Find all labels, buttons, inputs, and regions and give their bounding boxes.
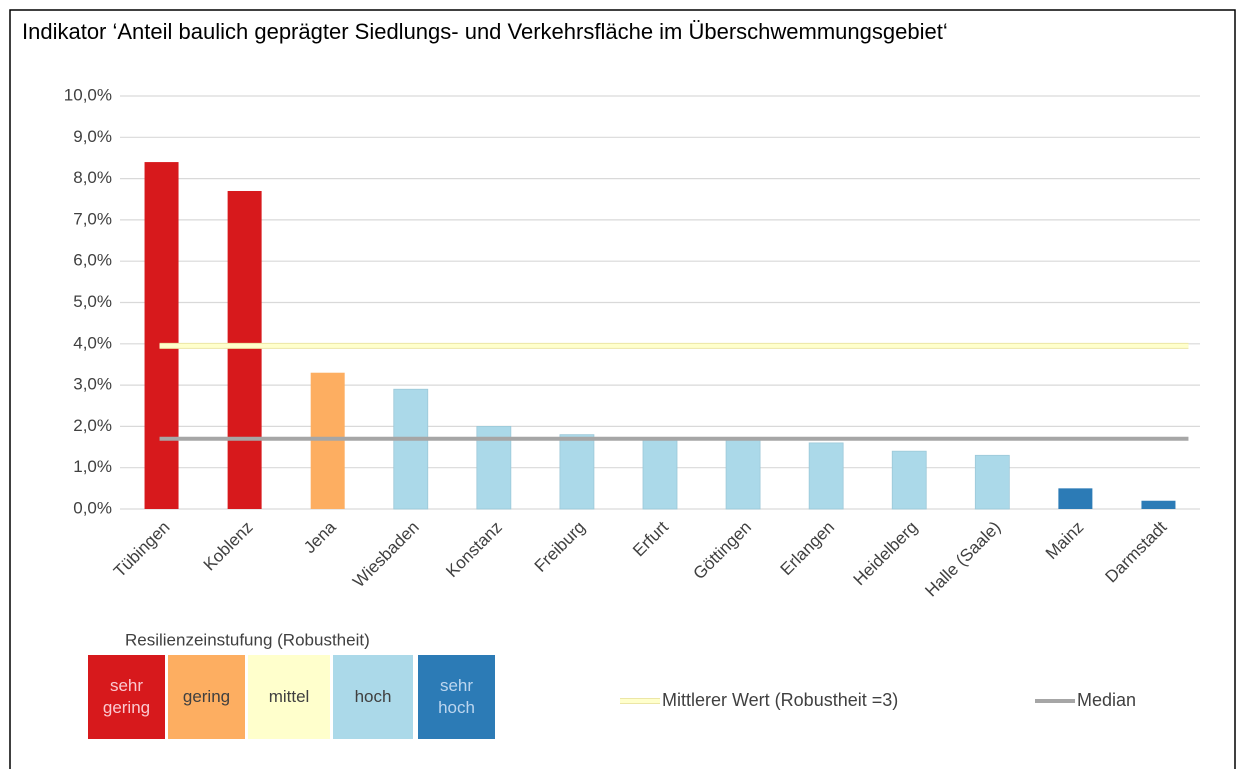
y-tick-label: 4,0% [73, 333, 112, 352]
bar [808, 442, 844, 510]
class-box: mittel [248, 655, 330, 739]
class-box: sehr hoch [418, 655, 495, 739]
bar [1058, 488, 1093, 509]
y-tick-label: 3,0% [73, 375, 112, 394]
y-tick-label: 9,0% [73, 127, 112, 146]
frame [9, 9, 1236, 769]
x-tick-label: Tübingen [110, 518, 174, 582]
bar [891, 450, 927, 510]
class-box: gering [168, 655, 245, 739]
legend-title: Resilienzeinstufung (Robustheit) [125, 630, 370, 649]
y-tick-label: 2,0% [73, 416, 112, 435]
x-tick-label: Darmstadt [1102, 517, 1171, 586]
x-tick-label: Göttingen [690, 518, 756, 584]
x-tick-label: Heidelberg [850, 518, 922, 590]
bar [974, 454, 1010, 510]
y-tick-label: 1,0% [73, 457, 112, 476]
legend-label: Mittlerer Wert (Robustheit =3) [662, 690, 898, 710]
y-tick-label: 10,0% [64, 85, 112, 104]
y-tick-label: 5,0% [73, 292, 112, 311]
bar [642, 438, 678, 510]
x-tick-label: Koblenz [200, 518, 257, 575]
bar [310, 372, 345, 509]
x-tick-label: Mainz [1042, 518, 1088, 564]
bar [227, 190, 262, 510]
x-tick-label: Erfurt [629, 517, 672, 560]
bar [725, 438, 761, 510]
y-tick-label: 0,0% [73, 498, 112, 517]
y-tick-label: 7,0% [73, 209, 112, 228]
class-box: hoch [333, 655, 413, 739]
class-box: sehr gering [88, 655, 165, 739]
x-tick-label: Jena [300, 517, 340, 557]
bar [559, 434, 595, 510]
x-tick-label: Freiburg [531, 518, 589, 576]
bar [1141, 500, 1176, 509]
y-tick-label: 8,0% [73, 168, 112, 187]
x-tick-label: Erlangen [777, 518, 839, 580]
x-tick-label: Konstanz [442, 518, 506, 582]
bar [393, 388, 429, 510]
legend-label: Median [1077, 690, 1136, 710]
chart-title: Indikator ‘Anteil baulich geprägter Sied… [22, 19, 948, 44]
x-tick-label: Wiesbaden [349, 518, 423, 592]
y-tick-label: 6,0% [73, 251, 112, 270]
bar [144, 162, 179, 509]
x-tick-label: Halle (Saale) [921, 518, 1004, 601]
